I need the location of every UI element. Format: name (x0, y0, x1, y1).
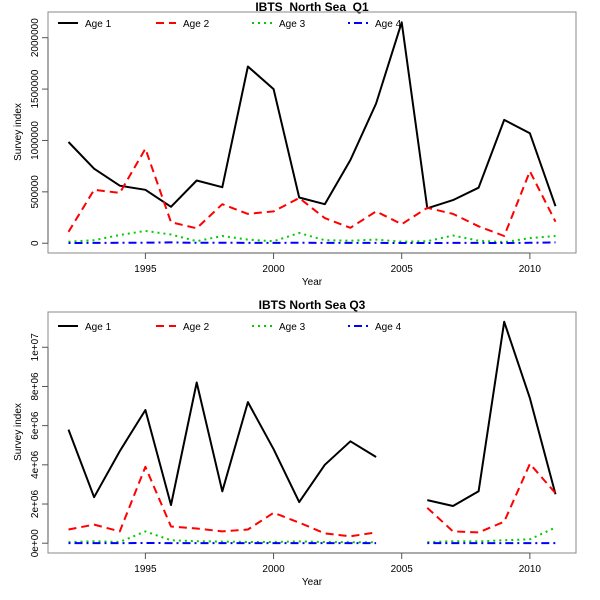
x-tick-label: 2010 (519, 564, 542, 575)
plot-frame (47, 311, 577, 554)
legend-label: Age 2 (183, 322, 210, 333)
legend-item: Age 1 (58, 19, 112, 30)
legend-item: Age 2 (156, 19, 210, 30)
x-tick-label: 1995 (134, 564, 157, 575)
y-axis: 0e+00 2e+06 4e+06 6e+06 8e+06 1e+07 (30, 333, 49, 558)
y-tick-label: 0e+00 (30, 529, 41, 558)
series-line (427, 320, 557, 507)
legend-item: Age 4 (348, 322, 402, 333)
x-tick-label: 2005 (391, 264, 414, 275)
series-line (68, 229, 556, 244)
y-tick-label: 1500000 (30, 69, 41, 108)
legend-label: Age 1 (85, 19, 112, 30)
legend-item: Age 3 (252, 19, 306, 30)
series-age-1 (67, 320, 557, 507)
x-tick-label: 2000 (262, 564, 285, 575)
legend-label: Age 2 (183, 19, 210, 30)
series-age-3 (68, 229, 556, 244)
y-tick-label: 8e+06 (30, 372, 41, 401)
series-line (67, 21, 557, 210)
series-line (68, 530, 377, 544)
x-axis-label: Year (302, 277, 323, 288)
series-age-4 (68, 241, 556, 244)
chart-panel-q3: IBTS North Sea Q3 0e+00 2e+06 4e+06 6e+06 8e… (13, 298, 577, 588)
x-axis: 1995 2000 2005 2010 (134, 252, 542, 275)
x-axis-label: Year (302, 577, 323, 588)
chart-panel-q1: IBTS_North Sea_Q1 0 500000 1000000 1500000 2… (13, 0, 577, 288)
legend-item: Age 1 (58, 322, 112, 333)
legend-label: Age 4 (375, 19, 402, 30)
chart-title: IBTS_North Sea_Q1 (255, 0, 369, 14)
series-line (68, 241, 556, 244)
series-line (427, 526, 556, 544)
y-axis: 0 500000 1000000 1500000 2000000 (30, 18, 49, 246)
y-tick-label: 2e+06 (30, 490, 41, 519)
y-axis-label: Survey index (13, 103, 24, 161)
legend-label: Age 3 (279, 19, 306, 30)
legend-item: Age 4 (348, 19, 402, 30)
x-tick-label: 1995 (134, 264, 157, 275)
legend-item: Age 3 (252, 322, 306, 333)
legend: Age 1 Age 2 Age 3 Age 4 (58, 322, 402, 333)
y-tick-label: 2000000 (30, 18, 41, 57)
legend-label: Age 3 (279, 322, 306, 333)
series-layer (67, 21, 557, 244)
chart-title: IBTS North Sea Q3 (259, 298, 366, 312)
series-age-3 (68, 526, 556, 544)
y-tick-label: 6e+06 (30, 411, 41, 440)
series-age-2 (68, 462, 557, 538)
legend: Age 1 Age 2 Age 3 Age 4 (58, 19, 402, 30)
x-axis: 1995 2000 2005 2010 (134, 552, 542, 575)
y-tick-label: 4e+06 (30, 450, 41, 479)
y-tick-label: 1e+07 (30, 333, 41, 362)
y-axis-label: Survey index (13, 403, 24, 461)
x-tick-label: 2005 (391, 564, 414, 575)
y-tick-label: 0 (30, 240, 41, 246)
y-tick-label: 500000 (30, 175, 41, 209)
series-line (426, 462, 557, 534)
series-age-1 (67, 21, 557, 210)
legend-label: Age 4 (375, 322, 402, 333)
series-age-2 (67, 147, 557, 237)
x-tick-label: 2010 (519, 264, 542, 275)
legend-item: Age 2 (156, 322, 210, 333)
plot-frame (47, 11, 577, 254)
series-line (67, 381, 377, 506)
series-layer (67, 320, 557, 545)
series-line (68, 465, 377, 538)
legend-label: Age 1 (85, 322, 112, 333)
y-tick-label: 1000000 (30, 121, 41, 160)
x-tick-label: 2000 (262, 264, 285, 275)
series-line (67, 147, 557, 237)
